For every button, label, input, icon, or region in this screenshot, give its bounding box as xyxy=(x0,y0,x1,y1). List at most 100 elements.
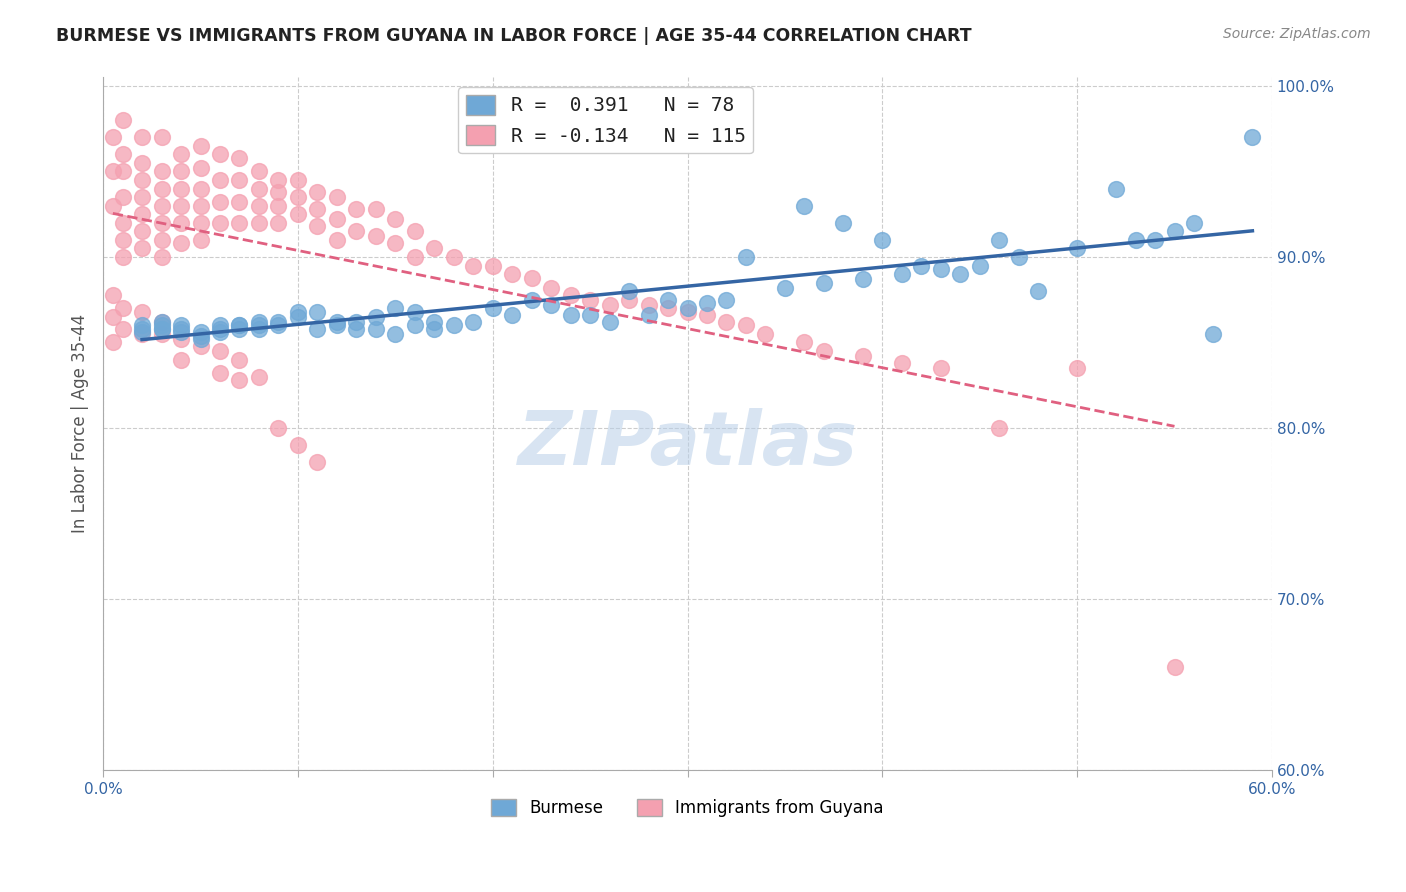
Point xyxy=(170,164,193,178)
Point xyxy=(520,293,543,307)
Point xyxy=(190,328,212,343)
Point xyxy=(813,276,835,290)
Point xyxy=(190,233,212,247)
Point xyxy=(170,236,193,251)
Point xyxy=(150,130,173,145)
Point xyxy=(208,147,231,161)
Point xyxy=(344,315,367,329)
Point xyxy=(1241,130,1264,145)
Point xyxy=(111,216,134,230)
Point xyxy=(560,308,582,322)
Point xyxy=(150,315,173,329)
Point xyxy=(463,259,485,273)
Point xyxy=(208,195,231,210)
Point xyxy=(228,373,250,387)
Point xyxy=(190,138,212,153)
Text: Source: ZipAtlas.com: Source: ZipAtlas.com xyxy=(1223,27,1371,41)
Point xyxy=(111,113,134,128)
Point xyxy=(267,199,290,213)
Point xyxy=(384,212,406,227)
Point xyxy=(579,308,602,322)
Point xyxy=(344,202,367,216)
Point xyxy=(287,438,309,452)
Point xyxy=(267,421,290,435)
Point xyxy=(150,164,173,178)
Point xyxy=(1026,284,1049,298)
Point xyxy=(637,298,659,312)
Point xyxy=(101,287,124,301)
Point xyxy=(228,173,250,187)
Point xyxy=(208,318,231,333)
Point xyxy=(364,202,387,216)
Point xyxy=(208,366,231,380)
Point xyxy=(481,259,503,273)
Point xyxy=(852,272,875,286)
Point xyxy=(170,216,193,230)
Point xyxy=(267,173,290,187)
Point xyxy=(131,326,153,341)
Point xyxy=(190,332,212,346)
Point xyxy=(228,352,250,367)
Point xyxy=(131,190,153,204)
Point xyxy=(1163,660,1185,674)
Point xyxy=(111,233,134,247)
Point xyxy=(111,250,134,264)
Point xyxy=(735,318,758,333)
Point xyxy=(344,322,367,336)
Point xyxy=(364,310,387,324)
Point xyxy=(101,199,124,213)
Point xyxy=(150,315,173,329)
Point xyxy=(1066,361,1088,376)
Point xyxy=(150,181,173,195)
Point xyxy=(307,202,329,216)
Point xyxy=(190,161,212,175)
Point xyxy=(267,315,290,329)
Point xyxy=(364,322,387,336)
Point xyxy=(150,216,173,230)
Point xyxy=(617,293,640,307)
Point xyxy=(540,298,562,312)
Point xyxy=(228,318,250,333)
Point xyxy=(307,185,329,199)
Point xyxy=(404,318,426,333)
Point xyxy=(247,369,270,384)
Point xyxy=(910,259,932,273)
Point xyxy=(696,296,718,310)
Point xyxy=(1125,233,1147,247)
Point xyxy=(599,298,621,312)
Point xyxy=(190,181,212,195)
Point xyxy=(813,344,835,359)
Point xyxy=(463,315,485,329)
Point xyxy=(404,304,426,318)
Point xyxy=(832,216,855,230)
Point xyxy=(404,224,426,238)
Point xyxy=(988,233,1011,247)
Point xyxy=(208,325,231,339)
Point xyxy=(793,199,815,213)
Point xyxy=(384,236,406,251)
Point xyxy=(599,315,621,329)
Point xyxy=(170,147,193,161)
Text: ZIPatlas: ZIPatlas xyxy=(517,408,858,481)
Point xyxy=(131,304,153,318)
Point xyxy=(111,164,134,178)
Point xyxy=(969,259,991,273)
Point xyxy=(617,284,640,298)
Point xyxy=(501,308,523,322)
Point xyxy=(326,233,349,247)
Point xyxy=(101,164,124,178)
Point xyxy=(131,207,153,221)
Point xyxy=(307,304,329,318)
Point xyxy=(190,325,212,339)
Point xyxy=(872,233,894,247)
Point xyxy=(676,304,699,318)
Point xyxy=(111,301,134,316)
Point xyxy=(307,455,329,469)
Point xyxy=(170,181,193,195)
Point xyxy=(443,318,465,333)
Point xyxy=(423,315,446,329)
Point xyxy=(170,325,193,339)
Point xyxy=(716,315,738,329)
Point xyxy=(131,130,153,145)
Point xyxy=(208,216,231,230)
